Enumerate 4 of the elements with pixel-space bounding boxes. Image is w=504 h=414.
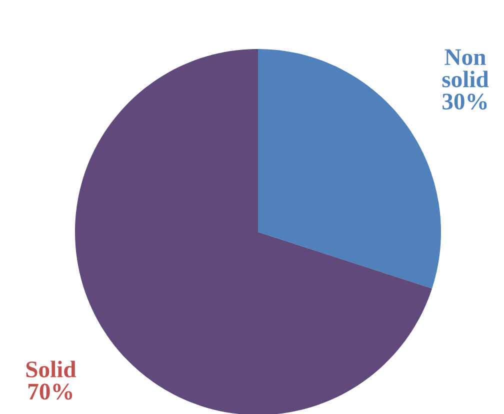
data-label: 70%: [28, 384, 72, 400]
slice-label: Non solid: [442, 49, 489, 88]
slice-label: Solid: [26, 360, 76, 378]
data-label: 30%: [442, 94, 487, 110]
